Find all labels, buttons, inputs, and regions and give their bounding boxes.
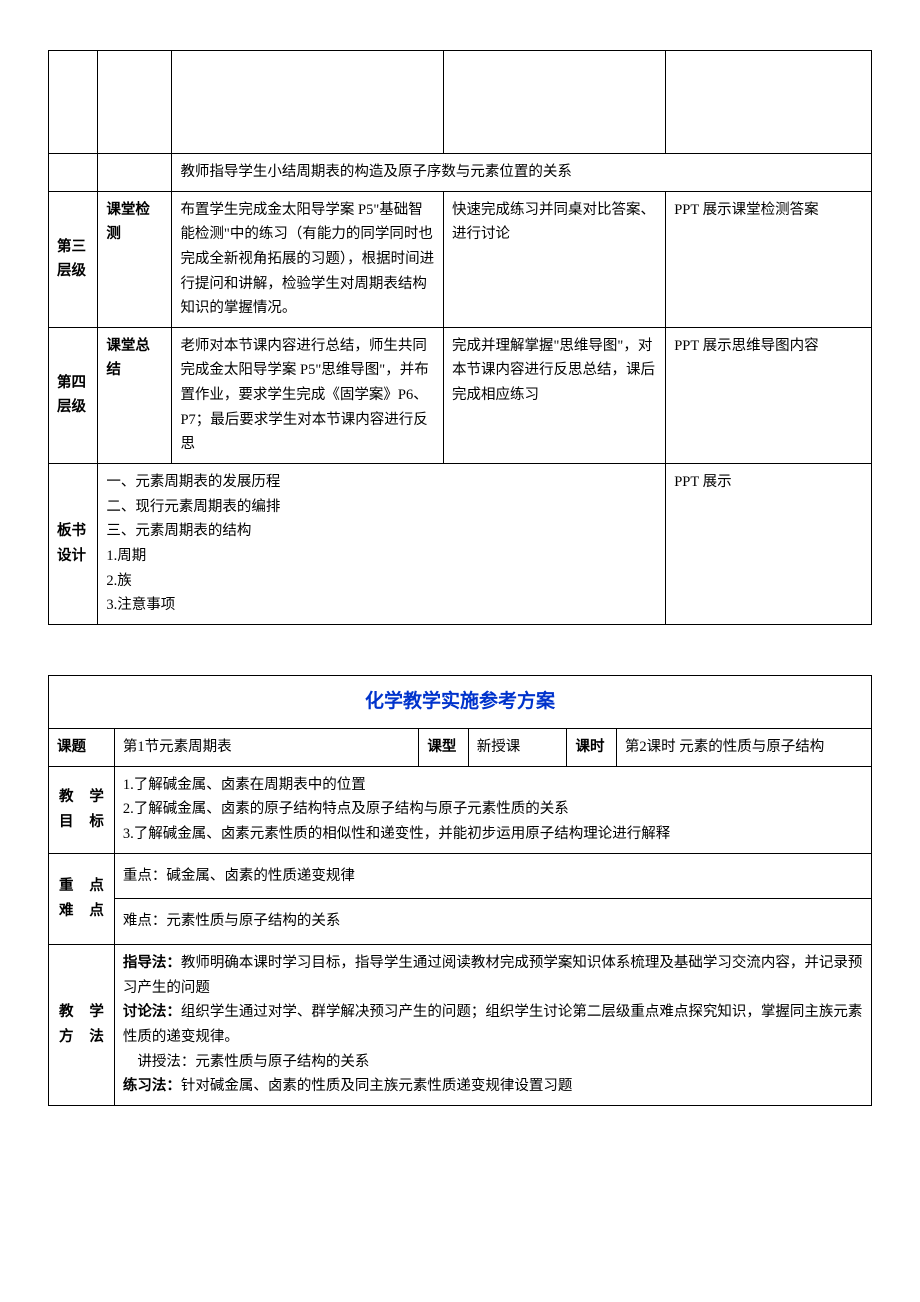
cell-empty xyxy=(98,154,172,192)
level4-section: 课堂总结 xyxy=(98,327,172,463)
period-value: 第2课时 元素的性质与原子结构 xyxy=(616,729,871,767)
table-row xyxy=(49,51,872,154)
level3-label: 第三层级 xyxy=(49,191,98,327)
board-content: 一、元素周期表的发展历程 二、现行元素周期表的编排 三、元素周期表的结构 1.周… xyxy=(98,464,666,625)
method-lecture: 讲授法：元素性质与原子结构的关系 xyxy=(123,1050,863,1075)
goal-line3: 3.了解碱金属、卤素元素性质的相似性和递变性，并能初步运用原子结构理论进行解释 xyxy=(123,822,863,847)
level3-section: 课堂检测 xyxy=(98,191,172,327)
cell-empty xyxy=(444,51,666,154)
cell-empty xyxy=(172,51,444,154)
table-row: 教 学方 法 指导法：教师明确本课时学习目标，指导学生通过阅读教材完成预学案知识… xyxy=(49,945,872,1106)
table-row: 重 点难点 重点：碱金属、卤素的性质递变规律 xyxy=(49,853,872,899)
board-line1: 一、元素周期表的发展历程 xyxy=(106,470,657,495)
table-row: 难点：元素性质与原子结构的关系 xyxy=(49,899,872,945)
board-label: 板书设计 xyxy=(49,464,98,625)
goal-line1: 1.了解碱金属、卤素在周期表中的位置 xyxy=(123,773,863,798)
key-label: 重 点难点 xyxy=(49,853,115,944)
cell-empty xyxy=(49,154,98,192)
table-row: 第四层级 课堂总结 老师对本节课内容进行总结，师生共同完成金太阳导学案 P5"思… xyxy=(49,327,872,463)
cell-empty xyxy=(49,51,98,154)
period-label: 课时 xyxy=(567,729,616,767)
level4-student: 完成并理解掌握"思维导图"，对本节课内容进行反思总结，课后完成相应练习 xyxy=(444,327,666,463)
board-line4: 1.周期 xyxy=(106,544,657,569)
type-label: 课型 xyxy=(419,729,468,767)
plan-title: 化学教学实施参考方案 xyxy=(49,675,872,728)
key-line2: 难点：元素性质与原子结构的关系 xyxy=(114,899,871,945)
board-line6: 3.注意事项 xyxy=(106,593,657,618)
goals-label: 教 学目标 xyxy=(49,766,115,853)
table-row: 第三层级 课堂检测 布置学生完成金太阳导学案 P5"基础智能检测"中的练习（有能… xyxy=(49,191,872,327)
table-row: 教师指导学生小结周期表的构造及原子序数与元素位置的关系 xyxy=(49,154,872,192)
discuss-text: 组织学生通过对学、群学解决预习产生的问题；组织学生讨论第二层级重点难点探究知识，… xyxy=(123,1004,863,1045)
goals-content: 1.了解碱金属、卤素在周期表中的位置 2.了解碱金属、卤素的原子结构特点及原子结… xyxy=(114,766,871,853)
summary-cell: 教师指导学生小结周期表的构造及原子序数与元素位置的关系 xyxy=(172,154,872,192)
guide-text: 教师明确本课时学习目标，指导学生通过阅读教材完成预学案知识体系梳理及基础学习交流… xyxy=(123,955,863,996)
cell-empty xyxy=(666,51,872,154)
level4-label: 第四层级 xyxy=(49,327,98,463)
level3-teacher: 布置学生完成金太阳导学案 P5"基础智能检测"中的练习（有能力的同学同时也完成全… xyxy=(172,191,444,327)
level4-resource: PPT 展示思维导图内容 xyxy=(666,327,872,463)
key-line1: 重点：碱金属、卤素的性质递变规律 xyxy=(114,853,871,899)
method-content: 指导法：教师明确本课时学习目标，指导学生通过阅读教材完成预学案知识体系梳理及基础… xyxy=(114,945,871,1106)
board-line3: 三、元素周期表的结构 xyxy=(106,519,657,544)
board-line5: 2.族 xyxy=(106,569,657,594)
cell-empty xyxy=(98,51,172,154)
lesson-plan-table-1: 教师指导学生小结周期表的构造及原子序数与元素位置的关系 第三层级 课堂检测 布置… xyxy=(48,50,872,625)
board-resource: PPT 展示 xyxy=(666,464,872,625)
guide-label: 指导法： xyxy=(123,955,181,971)
goal-line2: 2.了解碱金属、卤素的原子结构特点及原子结构与原子元素性质的关系 xyxy=(123,797,863,822)
spacer xyxy=(48,625,872,675)
method-practice: 练习法：针对碱金属、卤素的性质及同主族元素性质递变规律设置习题 xyxy=(123,1074,863,1099)
topic-label: 课题 xyxy=(49,729,115,767)
table-row: 化学教学实施参考方案 xyxy=(49,675,872,728)
topic-value: 第1节元素周期表 xyxy=(114,729,419,767)
table-row: 课题 第1节元素周期表 课型 新授课 课时 第2课时 元素的性质与原子结构 xyxy=(49,729,872,767)
method-discuss: 讨论法：组织学生通过对学、群学解决预习产生的问题；组织学生讨论第二层级重点难点探… xyxy=(123,1000,863,1049)
discuss-label: 讨论法： xyxy=(123,1004,181,1020)
practice-label: 练习法： xyxy=(123,1078,181,1094)
board-line2: 二、现行元素周期表的编排 xyxy=(106,495,657,520)
practice-text: 针对碱金属、卤素的性质及同主族元素性质递变规律设置习题 xyxy=(181,1078,573,1094)
table-row: 教 学目标 1.了解碱金属、卤素在周期表中的位置 2.了解碱金属、卤素的原子结构… xyxy=(49,766,872,853)
level4-teacher: 老师对本节课内容进行总结，师生共同完成金太阳导学案 P5"思维导图"，并布置作业… xyxy=(172,327,444,463)
table-row: 板书设计 一、元素周期表的发展历程 二、现行元素周期表的编排 三、元素周期表的结… xyxy=(49,464,872,625)
level3-resource: PPT 展示课堂检测答案 xyxy=(666,191,872,327)
type-value: 新授课 xyxy=(468,729,567,767)
method-label: 教 学方 法 xyxy=(49,945,115,1106)
level3-student: 快速完成练习并同桌对比答案、进行讨论 xyxy=(444,191,666,327)
lesson-plan-table-2: 化学教学实施参考方案 课题 第1节元素周期表 课型 新授课 课时 第2课时 元素… xyxy=(48,675,872,1106)
method-guide: 指导法：教师明确本课时学习目标，指导学生通过阅读教材完成预学案知识体系梳理及基础… xyxy=(123,951,863,1000)
